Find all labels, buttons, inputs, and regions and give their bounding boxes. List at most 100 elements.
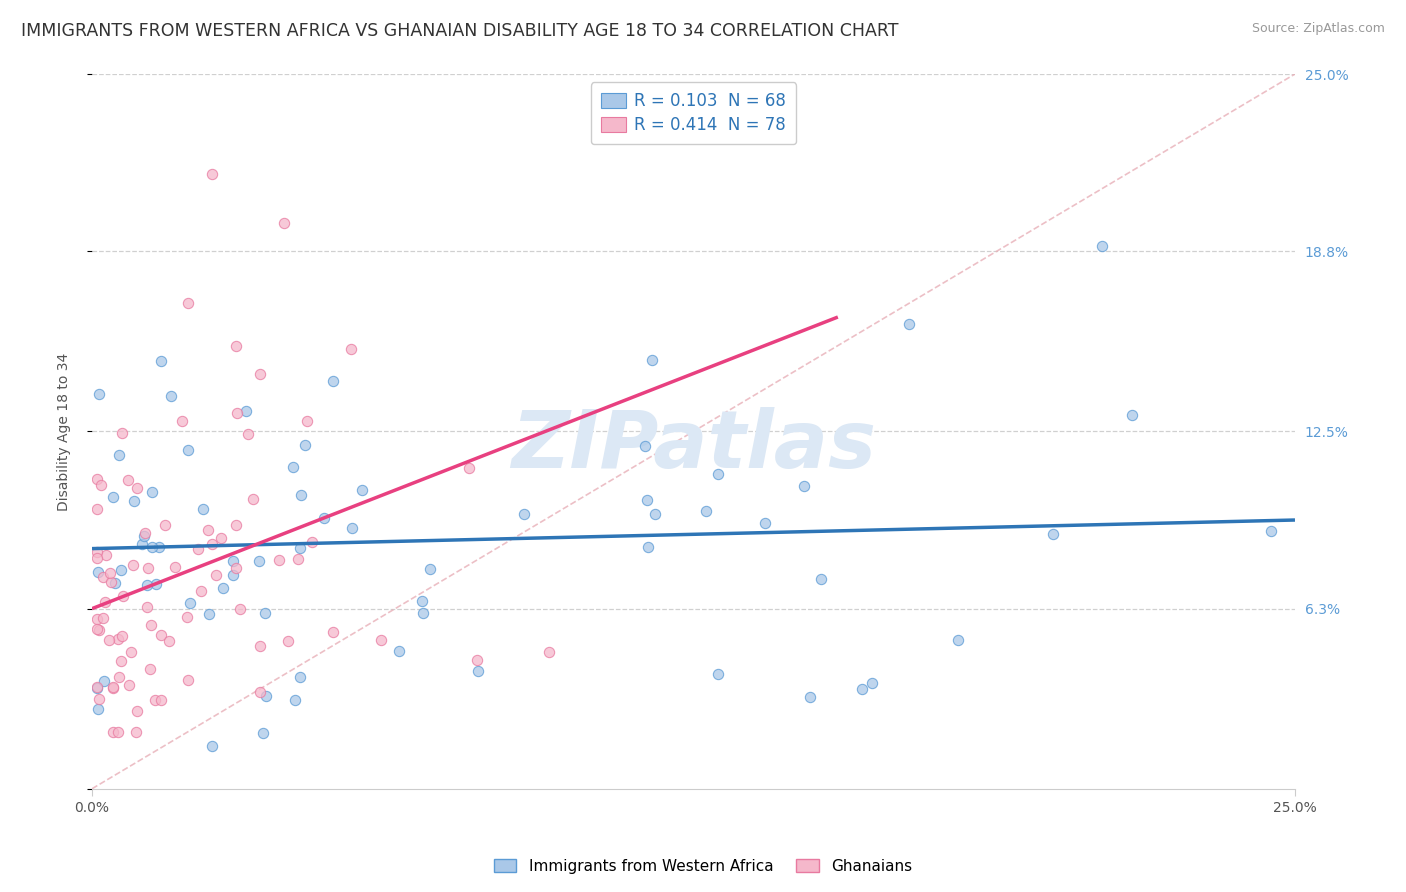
Point (254, 689, 277, 703)
Point (513, 507, 536, 521)
Point (190, 583, 212, 598)
Point (247, 554, 270, 568)
Point (176, 609, 198, 624)
Point (157, 634, 180, 648)
Point (284, 693, 307, 707)
Point (149, 354, 172, 368)
Point (200, 537, 222, 551)
Point (706, 467, 728, 482)
Point (1042, 527, 1064, 541)
Point (86, 472, 108, 486)
Point (118, 678, 141, 692)
Point (193, 501, 215, 516)
Point (294, 438, 316, 452)
Point (644, 507, 666, 521)
Point (177, 443, 200, 458)
Point (107, 724, 129, 739)
Point (222, 568, 245, 582)
Point (198, 607, 221, 621)
Point (125, 704, 148, 718)
Point (163, 559, 186, 574)
Point (249, 684, 271, 698)
Point (636, 493, 658, 508)
Point (411, 594, 433, 608)
Point (87, 692, 110, 706)
Point (249, 368, 271, 382)
Point (946, 633, 969, 648)
Y-axis label: Disability Age 18 to 34: Disability Age 18 to 34 (58, 352, 72, 510)
Point (141, 617, 163, 632)
Point (201, 739, 224, 753)
Point (706, 667, 728, 681)
Point (793, 479, 815, 493)
Point (135, 578, 157, 592)
Point (295, 414, 318, 428)
Point (108, 448, 131, 462)
Point (201, 167, 224, 181)
Point (124, 724, 146, 739)
Point (1121, 408, 1143, 422)
Point (212, 581, 235, 595)
Point (851, 681, 873, 696)
Point (235, 404, 257, 418)
Point (98, 566, 121, 581)
Point (101, 681, 124, 695)
Point (205, 568, 228, 582)
Point (110, 563, 132, 577)
Point (120, 644, 142, 658)
Point (148, 540, 170, 554)
Point (101, 724, 124, 739)
Point (108, 670, 131, 684)
Point (138, 561, 160, 575)
Point (97, 633, 120, 648)
Point (267, 553, 290, 567)
Point (125, 481, 148, 495)
Point (288, 541, 311, 555)
Point (177, 673, 200, 687)
Point (225, 561, 247, 575)
Point (290, 670, 312, 684)
Point (131, 537, 153, 551)
Point (253, 607, 276, 621)
Point (290, 488, 312, 502)
Point (1091, 238, 1114, 252)
Point (90, 478, 112, 492)
Point (249, 639, 271, 653)
Point (172, 415, 194, 429)
Point (111, 629, 134, 643)
Point (281, 459, 304, 474)
Point (252, 726, 274, 740)
Point (143, 693, 166, 707)
Point (222, 554, 245, 568)
Point (370, 633, 392, 648)
Point (101, 491, 124, 505)
Point (860, 676, 883, 690)
Point (465, 653, 488, 667)
Point (94, 549, 117, 563)
Point (810, 572, 832, 586)
Point (412, 606, 434, 620)
Point (112, 590, 135, 604)
Text: Source: ZipAtlas.com: Source: ZipAtlas.com (1251, 22, 1385, 36)
Text: IMMIGRANTS FROM WESTERN AFRICA VS GHANAIAN DISABILITY AGE 18 TO 34 CORRELATION C: IMMIGRANTS FROM WESTERN AFRICA VS GHANAI… (21, 22, 898, 40)
Point (238, 426, 260, 441)
Point (340, 521, 363, 535)
Point (91, 610, 114, 624)
Point (340, 342, 363, 356)
Point (87, 702, 110, 716)
Point (225, 406, 247, 420)
Point (187, 542, 209, 557)
Point (87, 386, 110, 401)
Point (538, 644, 561, 658)
Point (287, 552, 309, 566)
Point (122, 558, 145, 572)
Point (86, 545, 108, 559)
Point (107, 632, 129, 646)
Point (86, 680, 108, 694)
Point (177, 295, 200, 310)
Point (150, 693, 173, 707)
Point (754, 516, 776, 531)
Point (86, 612, 108, 626)
Point (86, 551, 108, 566)
Point (134, 529, 156, 543)
